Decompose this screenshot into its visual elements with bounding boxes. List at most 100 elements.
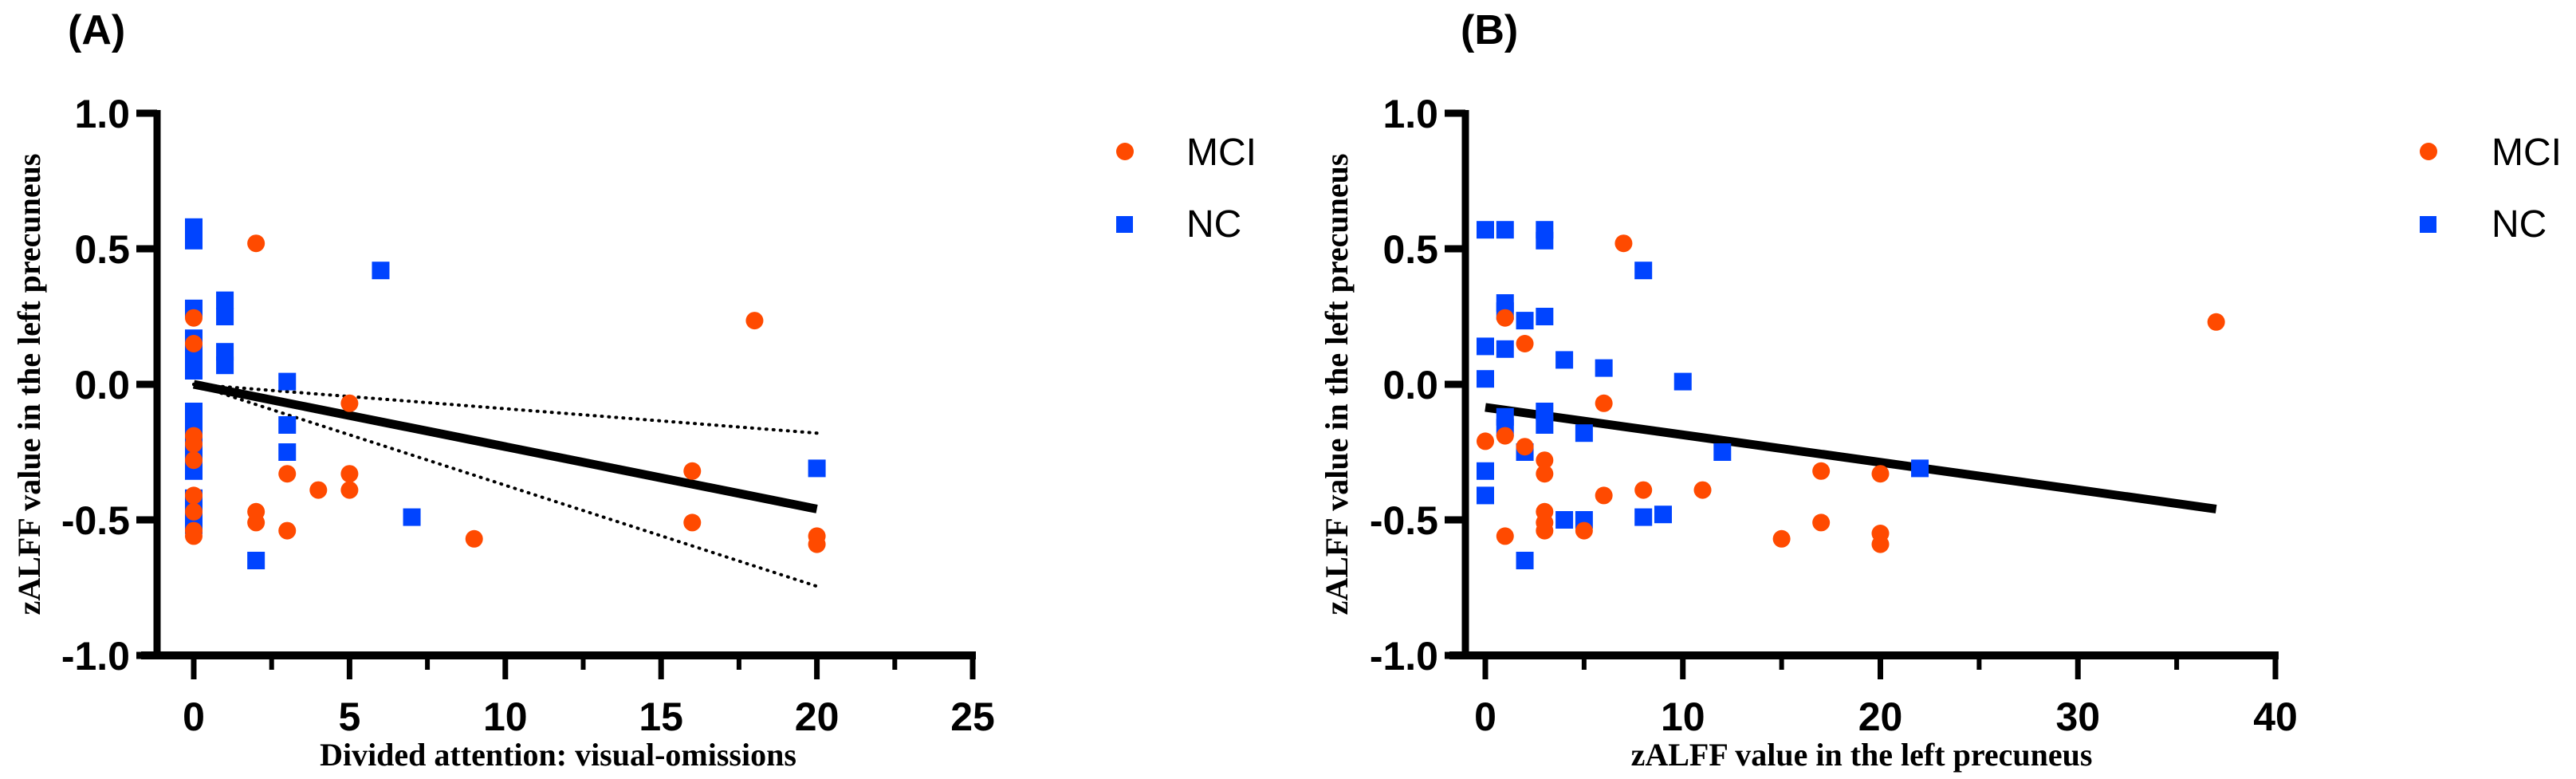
nc-point [1477,221,1494,239]
panel-a-x-axis-title: Divided attention: visual-omissions [320,737,796,773]
mci-point [278,521,297,540]
nc-point [185,403,203,420]
mci-point [1536,465,1554,483]
mci-point [247,513,265,532]
mci-point [185,486,203,505]
nc-point [185,362,203,380]
panel-b-points [1477,221,2225,569]
mci-point [1693,481,1712,499]
x-tick-label: 5 [338,694,360,739]
nc-point [1634,508,1653,526]
nc-point [1536,231,1554,250]
mci-point [185,502,203,521]
legend-nc-label: NC [2491,203,2547,246]
mci-point [185,527,203,545]
mci-point [185,435,203,453]
nc-point [1477,486,1494,505]
x-tick-label: 0 [1474,694,1496,739]
panel-a: (A) zALFF value in the left precuneus Di… [11,7,1257,773]
x-tick-label: 20 [795,694,840,739]
panel-b-x-axis-title: zALFF value in the left precuneus [1631,737,2093,773]
y-tick-label: -1.0 [1370,634,1438,679]
mci-point [185,309,203,327]
nc-point [1496,340,1514,358]
legend-nc-label: NC [1186,203,1241,246]
legend-nc-marker [1116,216,1133,233]
nc-point [1477,462,1494,480]
nc-point [1595,359,1613,377]
nc-point [403,508,421,526]
x-tick-label: 30 [2055,694,2100,739]
mci-point [1536,521,1554,540]
x-tick-label: 15 [639,694,683,739]
mci-point [1536,451,1554,470]
mci-point [808,535,826,553]
panel-a-y-axis-title: zALFF value in the left precuneus [11,154,47,616]
mci-point [1516,335,1534,352]
mci-point [1496,527,1514,545]
legend-mci-marker [1116,143,1134,160]
x-tick-label: 0 [183,694,205,739]
mci-point [1477,432,1494,450]
nc-point [1477,337,1494,356]
confidence-band-lower [192,383,819,588]
nc-point [216,356,234,375]
x-tick-label: 25 [950,694,995,739]
panel-a-axes: -1.0 -0.5 0.0 0.5 1.0 0 5 10 15 20 25 [61,92,995,739]
mci-point [683,513,702,532]
nc-point [247,552,265,569]
nc-point [278,443,297,461]
mci-point [1496,309,1514,327]
mci-point [683,462,702,480]
legend-mci-marker [2420,143,2437,160]
panel-a-confidence-band [192,383,819,588]
panel-b-y-axis-title: zALFF value in the left precuneus [1319,154,1355,616]
y-tick-label: 0.5 [1382,227,1438,272]
nc-point [1911,459,1929,478]
nc-point [1536,403,1554,420]
legend-mci-label: MCI [1186,132,1257,174]
legend-mci-label: MCI [2491,132,2562,174]
mci-point [247,234,265,253]
mci-point [465,529,483,548]
panel-a-fit [192,380,818,513]
panel-b: (B) zALFF value in the left precuneus zA… [1319,7,2562,773]
mci-point [1595,394,1613,412]
nc-point [808,459,826,478]
x-tick-label: 40 [2253,694,2298,739]
mci-point [185,451,203,470]
panel-a-legend: MCI NC [1116,132,1257,246]
x-tick-label: 20 [1858,694,1903,739]
mci-point [1772,529,1791,548]
y-tick-label: -0.5 [61,498,130,543]
nc-point [1516,312,1534,330]
y-tick-label: -0.5 [1370,498,1438,543]
nc-point [1555,511,1574,529]
mci-point [745,312,764,330]
mci-point [340,465,359,483]
nc-point [1575,424,1593,443]
nc-point [1634,262,1653,280]
mci-point [340,394,359,412]
nc-point [1516,552,1534,569]
panel-a-points [185,218,826,569]
nc-point [372,262,390,280]
y-tick-label: 0.5 [74,227,130,272]
panel-b-axes: -1.0 -0.5 0.0 0.5 1.0 0 10 20 30 40 [1370,92,2298,739]
panel-b-legend: MCI NC [2420,132,2562,246]
nc-point [216,291,234,309]
nc-point [216,343,234,361]
mci-point [1614,234,1633,253]
nc-point [1536,416,1554,434]
nc-point [1654,506,1672,524]
x-tick-label: 10 [483,694,528,739]
regression-line [192,380,818,513]
nc-point [1536,308,1554,325]
nc-point [1555,351,1574,369]
mci-point [1871,535,1890,553]
y-tick-label: 0.0 [74,363,130,407]
nc-point [1713,443,1732,461]
nc-point [185,218,203,236]
mci-point [340,481,359,499]
nc-point [1673,372,1692,391]
